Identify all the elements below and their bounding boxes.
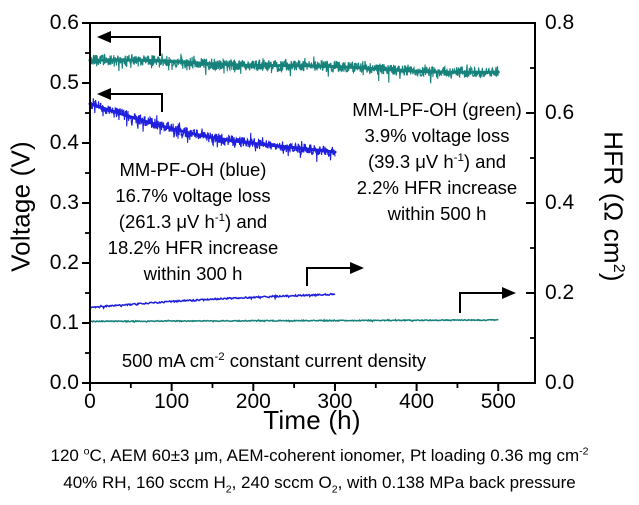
arrow-blue-hfr-to-right-axis xyxy=(306,262,364,286)
x-tick-label: 400 xyxy=(399,390,435,413)
y-left-tick-label: 0.5 xyxy=(49,71,79,94)
annotation-line: 3.9% voltage loss xyxy=(364,125,510,146)
x-tick-label: 200 xyxy=(235,390,271,413)
x-axis-title: Time (h) xyxy=(263,405,361,435)
y-left-tick-label: 0.2 xyxy=(49,251,79,274)
chart-canvas xyxy=(82,22,536,391)
annotation-line: MM-LPF-OH (green) xyxy=(352,99,522,120)
y-left-tick-label: 0.4 xyxy=(49,131,79,154)
annotation-mm-lpf-oh: MM-LPF-OH (green) 3.9% voltage loss (39.… xyxy=(332,97,542,227)
y-axis-left-title: Voltage (V) xyxy=(5,141,36,272)
x-tick-label: 0 xyxy=(84,390,96,413)
series-line-mm-lpf-oh-voltage xyxy=(89,53,499,84)
y-right-tick-label: 0.6 xyxy=(545,101,575,124)
y-left-tick-label: 0.6 xyxy=(49,11,79,34)
arrow-green-hfr-to-right-axis xyxy=(459,287,516,313)
annotation-line: (39.3 μV h-1) and xyxy=(367,151,507,172)
caption-line-1: 120 oC, AEM 60±3 μm, AEM-coherent ionome… xyxy=(50,445,589,465)
y-right-tick-label: 0.4 xyxy=(545,191,575,214)
annotation-line: 2.2% HFR increase xyxy=(356,177,518,198)
caption-line-2: 40% RH, 160 sccm H2, 240 sccm O2, with 0… xyxy=(63,473,576,496)
y-left-tick-label: 0.3 xyxy=(49,191,79,214)
figure-caption: 120 oC, AEM 60±3 μm, AEM-coherent ionome… xyxy=(0,442,639,496)
arrow-blue-voltage-to-left-axis xyxy=(97,88,163,112)
y-left-tick-label: 0.0 xyxy=(49,371,79,394)
annotation-line: (261.3 μV h-1) and xyxy=(118,211,268,232)
y-axis-right-title: HFR (Ω cm2) xyxy=(598,131,629,282)
x-tick-label: 300 xyxy=(317,390,353,413)
x-tick-label: 500 xyxy=(480,390,516,413)
series-line-mm-pf-oh-voltage xyxy=(89,98,336,162)
y-right-tick-label: 0.2 xyxy=(545,281,575,304)
plot-frame xyxy=(89,22,536,384)
x-tick-label: 100 xyxy=(154,390,190,413)
series-line-mm-pf-oh-hfr xyxy=(89,292,336,310)
y-right-tick-label: 0.0 xyxy=(545,371,575,394)
series-core-line-mm-lpf-oh-voltage xyxy=(88,58,500,74)
y-right-tick-label: 0.8 xyxy=(545,11,575,34)
annotation-line: MM-PF-OH (blue) xyxy=(119,159,267,180)
annotation-line: within 500 h xyxy=(387,203,487,224)
annotation-line: 18.2% HFR increase xyxy=(107,237,279,258)
data-series xyxy=(88,53,500,324)
current-density-note: 500 mA cm-2 constant current density xyxy=(121,350,427,371)
annotation-mm-pf-oh: MM-PF-OH (blue) 16.7% voltage loss (261.… xyxy=(88,157,298,287)
series-line-mm-lpf-oh-hfr xyxy=(89,318,499,324)
series-core-line-mm-pf-oh-voltage xyxy=(88,102,337,154)
annotation-line: 16.7% voltage loss xyxy=(115,185,271,206)
annotation-line: within 300 h xyxy=(143,263,243,284)
y-left-tick-label: 0.1 xyxy=(49,311,79,334)
arrow-green-voltage-to-left-axis xyxy=(97,31,161,56)
